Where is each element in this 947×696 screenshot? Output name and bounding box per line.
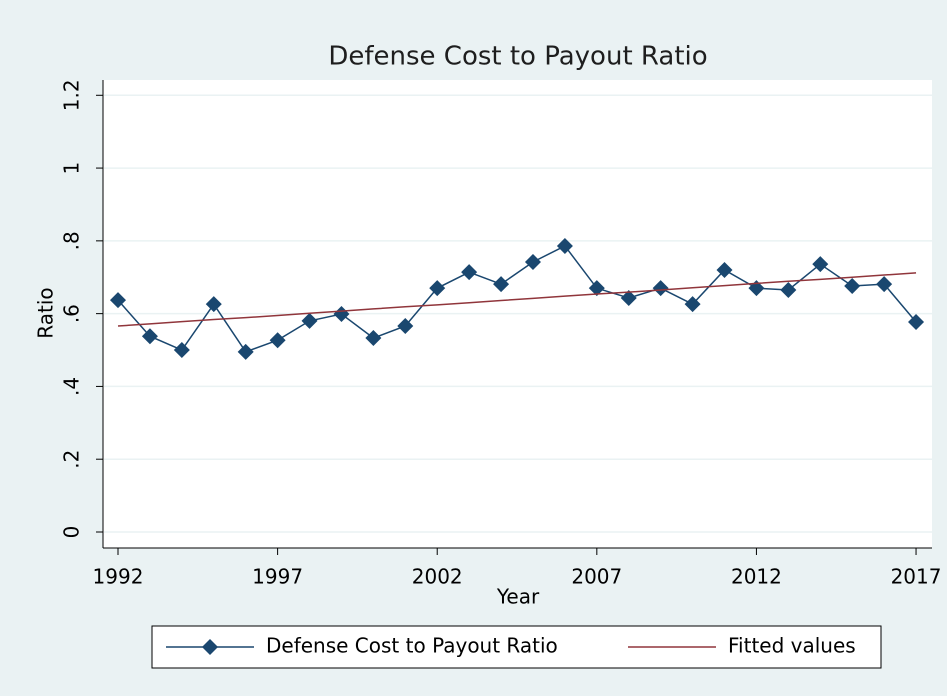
data-point (780, 281, 797, 298)
data-point (588, 280, 605, 297)
data-point (205, 296, 222, 313)
data-point (716, 261, 733, 278)
x-tick-label: 2012 (731, 565, 782, 589)
chart-title: Defense Cost to Payout Ratio (328, 42, 707, 72)
data-point (876, 276, 893, 293)
y-tick-label: .6 (60, 304, 84, 323)
data-point (684, 296, 701, 313)
legend-marker (202, 639, 218, 655)
legend-label: Fitted values (728, 634, 856, 658)
data-point (301, 312, 318, 329)
data-point (397, 318, 414, 335)
x-axis-title: Year (496, 585, 540, 609)
y-tick-label: 1.2 (60, 79, 84, 111)
data-point (141, 328, 158, 345)
data-point (652, 280, 669, 297)
data-point (620, 289, 637, 306)
data-point (365, 330, 382, 347)
data-point (556, 237, 573, 254)
y-tick-label: 0 (60, 526, 84, 539)
data-point (429, 280, 446, 297)
y-tick-label: .4 (59, 377, 83, 396)
data-point (173, 342, 190, 359)
data-point (812, 256, 829, 273)
x-tick-label: 2002 (412, 565, 463, 589)
x-tick-label: 2017 (891, 565, 942, 589)
data-point (908, 314, 925, 331)
y-tick-label: .8 (60, 231, 84, 250)
data-point (333, 306, 350, 322)
series-line (117, 272, 917, 327)
y-tick-label: 1 (60, 162, 84, 175)
x-tick-label: 1992 (93, 565, 144, 589)
data-point (461, 264, 478, 281)
legend (151, 625, 882, 669)
data-point (844, 277, 861, 294)
data-point (110, 292, 127, 309)
data-point (493, 276, 510, 293)
y-tick-label: .2 (60, 450, 84, 469)
legend-label: Defense Cost to Payout Ratio (266, 634, 558, 658)
data-point (269, 332, 286, 349)
y-axis-title: Ratio (34, 287, 58, 338)
data-point (524, 253, 541, 270)
data-point (237, 343, 254, 360)
x-tick-label: 1997 (252, 565, 303, 589)
x-tick-label: 2007 (571, 565, 622, 589)
